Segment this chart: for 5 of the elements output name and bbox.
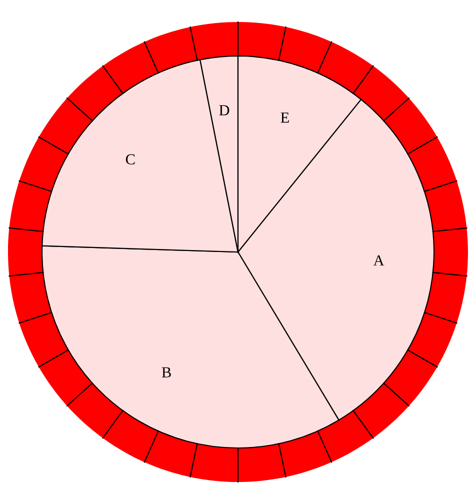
- slice-label: B: [162, 367, 171, 378]
- slice-label: C: [126, 154, 135, 165]
- slice-label: E: [280, 112, 289, 123]
- slice-label: D: [219, 105, 230, 116]
- slice-label: A: [373, 255, 384, 266]
